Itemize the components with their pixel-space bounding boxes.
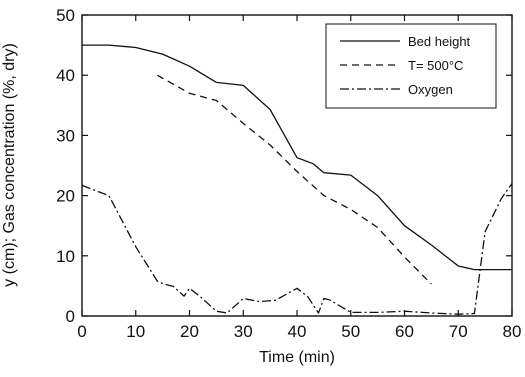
series-line-bed-height: [82, 44, 512, 271]
y-tick-label: 30: [56, 126, 75, 145]
x-tick-label: 30: [234, 322, 253, 341]
x-tick-label: 50: [341, 322, 360, 341]
y-tick-label: 10: [56, 247, 75, 266]
series-line-oxygen: [81, 183, 513, 315]
legend-label-oxygen: Oxygen: [408, 82, 453, 97]
y-tick-label: 50: [56, 6, 75, 25]
y-tick-label: 20: [56, 187, 75, 206]
series-line-temperature: [156, 74, 432, 285]
x-tick-label: 10: [126, 322, 145, 341]
x-tick-label: 80: [503, 322, 522, 341]
legend-label-bed-height: Bed height: [408, 34, 471, 49]
x-axis-title: Time (min): [259, 349, 335, 366]
y-tick-label: 40: [56, 66, 75, 85]
y-tick-label: 0: [66, 307, 75, 326]
legend: Bed height T= 500°C Oxygen: [325, 23, 497, 109]
x-tick-label: 60: [395, 322, 414, 341]
series-layer: [81, 44, 513, 315]
legend-label-temperature: T= 500°C: [408, 58, 463, 73]
x-tick-label: 0: [77, 322, 86, 341]
x-tick-label: 70: [449, 322, 468, 341]
x-tick-label: 40: [288, 322, 307, 341]
legend-box: [325, 23, 497, 109]
y-axis-title: y (cm); Gas concentration (%, dry): [1, 43, 18, 287]
x-tick-label: 20: [180, 322, 199, 341]
